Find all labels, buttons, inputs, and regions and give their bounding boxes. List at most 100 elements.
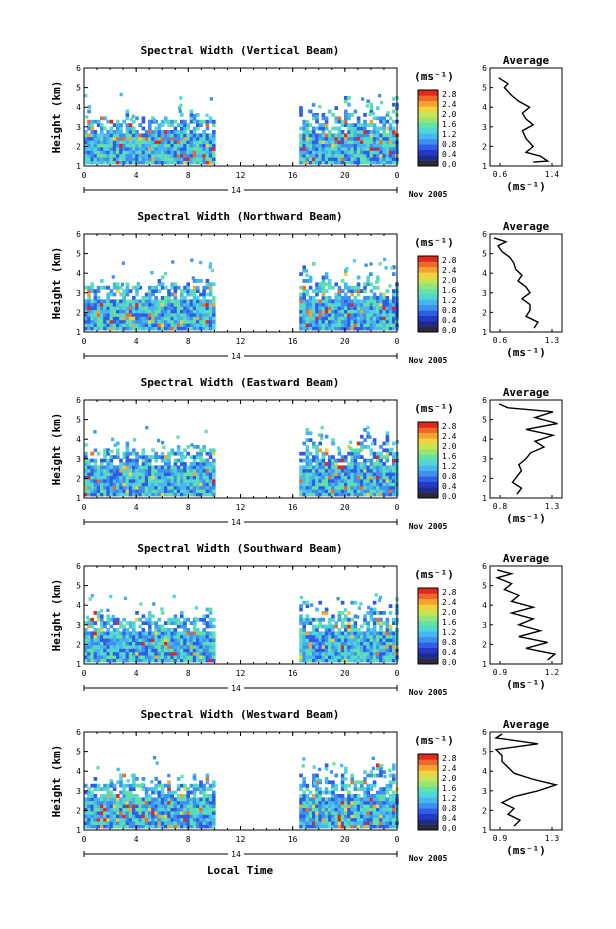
heatmap-cell xyxy=(305,614,310,619)
heatmap-cell xyxy=(144,143,149,148)
heatmap-cell xyxy=(372,645,377,649)
heatmap-cell xyxy=(106,492,110,497)
heatmap-cell xyxy=(170,651,174,656)
heatmap-cell xyxy=(96,299,101,304)
heatmap-cell xyxy=(331,794,335,798)
heatmap-cell xyxy=(312,475,316,480)
heatmap-cell xyxy=(376,462,380,466)
colorbar-swatch xyxy=(418,117,438,123)
heatmap-cell xyxy=(112,797,117,802)
heatmap-cell xyxy=(186,485,190,490)
heatmap-cell xyxy=(312,794,316,798)
heatmap-cell xyxy=(199,316,203,321)
heatmap-cell xyxy=(328,147,332,151)
heatmap-cell xyxy=(87,804,91,808)
heatmap-cell xyxy=(299,804,303,808)
heatmap-cell xyxy=(138,824,142,829)
heatmap-cell xyxy=(328,821,332,825)
heatmap-cell xyxy=(180,631,184,636)
heatmap-cell xyxy=(176,807,181,812)
heatmap-cell xyxy=(318,821,322,825)
average-title: Average xyxy=(503,220,550,233)
heatmap-cell xyxy=(196,472,200,476)
heatmap-cell xyxy=(382,323,386,327)
heatmap-cell xyxy=(87,800,91,805)
heatmap-cell xyxy=(93,136,98,141)
heatmap-cell xyxy=(90,489,94,493)
heatmap-cell xyxy=(315,624,319,629)
heatmap-cell xyxy=(103,309,107,314)
heatmap-cell xyxy=(192,140,197,144)
heatmap-cell xyxy=(324,313,329,317)
heatmap-cell xyxy=(87,485,91,490)
heatmap-cell xyxy=(173,465,178,470)
heatmap-cell xyxy=(382,136,386,141)
heatmap-cell xyxy=(334,326,338,331)
heatmap-cell xyxy=(151,648,155,653)
heatmap-cell xyxy=(350,143,354,148)
heatmap-cell xyxy=(321,319,326,324)
heatmap-cell xyxy=(356,780,361,785)
heatmap-cell xyxy=(372,123,377,127)
heatmap-cell xyxy=(340,479,345,483)
heatmap-cell xyxy=(132,458,136,463)
colorbar-swatch xyxy=(418,288,438,295)
heatmap-cells xyxy=(84,92,399,165)
heatmap-cell xyxy=(199,160,203,165)
heatmap-cell xyxy=(388,130,393,134)
heatmap-cell xyxy=(318,147,322,151)
heatmap-cell xyxy=(132,648,136,653)
heatmap-cell xyxy=(160,123,165,127)
heatmap-cell xyxy=(90,465,94,470)
heatmap-cell xyxy=(312,323,316,327)
heatmap-cell xyxy=(135,821,139,825)
heatmap-cell xyxy=(87,147,91,151)
heatmap-cell xyxy=(379,160,383,165)
heatmap-cell xyxy=(356,451,361,456)
heatmap-cell xyxy=(93,475,98,480)
heatmap-cell xyxy=(119,824,123,829)
heatmap-cell xyxy=(100,641,104,646)
heatmap-cell xyxy=(170,133,174,138)
heatmap-cell xyxy=(125,621,130,625)
heatmap-cell xyxy=(103,150,107,155)
heatmap-cell xyxy=(186,306,190,310)
heatmap-cell xyxy=(157,133,162,138)
heatmap-cell xyxy=(205,282,210,287)
heatmap-cell xyxy=(353,800,358,805)
heatmap-cell xyxy=(160,472,165,476)
heatmap-cell xyxy=(103,472,107,476)
heatmap-cell xyxy=(202,658,206,663)
heatmap-cell xyxy=(189,492,194,497)
heatmap-cell xyxy=(312,628,316,632)
heatmap-cell xyxy=(353,811,358,815)
heatmap-cell xyxy=(135,489,139,493)
heatmap-cell xyxy=(87,658,91,663)
heatmap-cell xyxy=(128,824,133,829)
heatmap-cell xyxy=(151,153,155,158)
heatmap-cell xyxy=(93,292,98,297)
heatmap-cell xyxy=(390,447,394,451)
heatmap-cell xyxy=(106,143,110,148)
heatmap-cell xyxy=(170,479,174,483)
heatmap-cell xyxy=(382,126,386,131)
heatmap-cell xyxy=(199,326,203,331)
heatmap-cell xyxy=(96,143,101,148)
heatmap-cell xyxy=(100,479,104,483)
heatmap-cell xyxy=(366,465,370,470)
heatmap-cell xyxy=(103,306,107,310)
heatmap-cell xyxy=(189,109,194,114)
heatmap-cell xyxy=(202,445,206,449)
heatmap-cell xyxy=(379,119,383,124)
heatmap-cell xyxy=(176,787,181,791)
heatmap-cell xyxy=(100,123,104,127)
day-label-bg xyxy=(228,185,244,195)
heatmap-cell xyxy=(125,157,130,161)
heatmap-cell xyxy=(360,455,364,459)
heatmap-cell xyxy=(318,655,322,659)
heatmap-cell xyxy=(340,279,345,283)
heatmap-cell xyxy=(328,800,332,805)
heatmap-cell xyxy=(186,133,190,138)
heatmap-cell xyxy=(388,284,392,288)
heatmap-cell xyxy=(382,306,386,310)
